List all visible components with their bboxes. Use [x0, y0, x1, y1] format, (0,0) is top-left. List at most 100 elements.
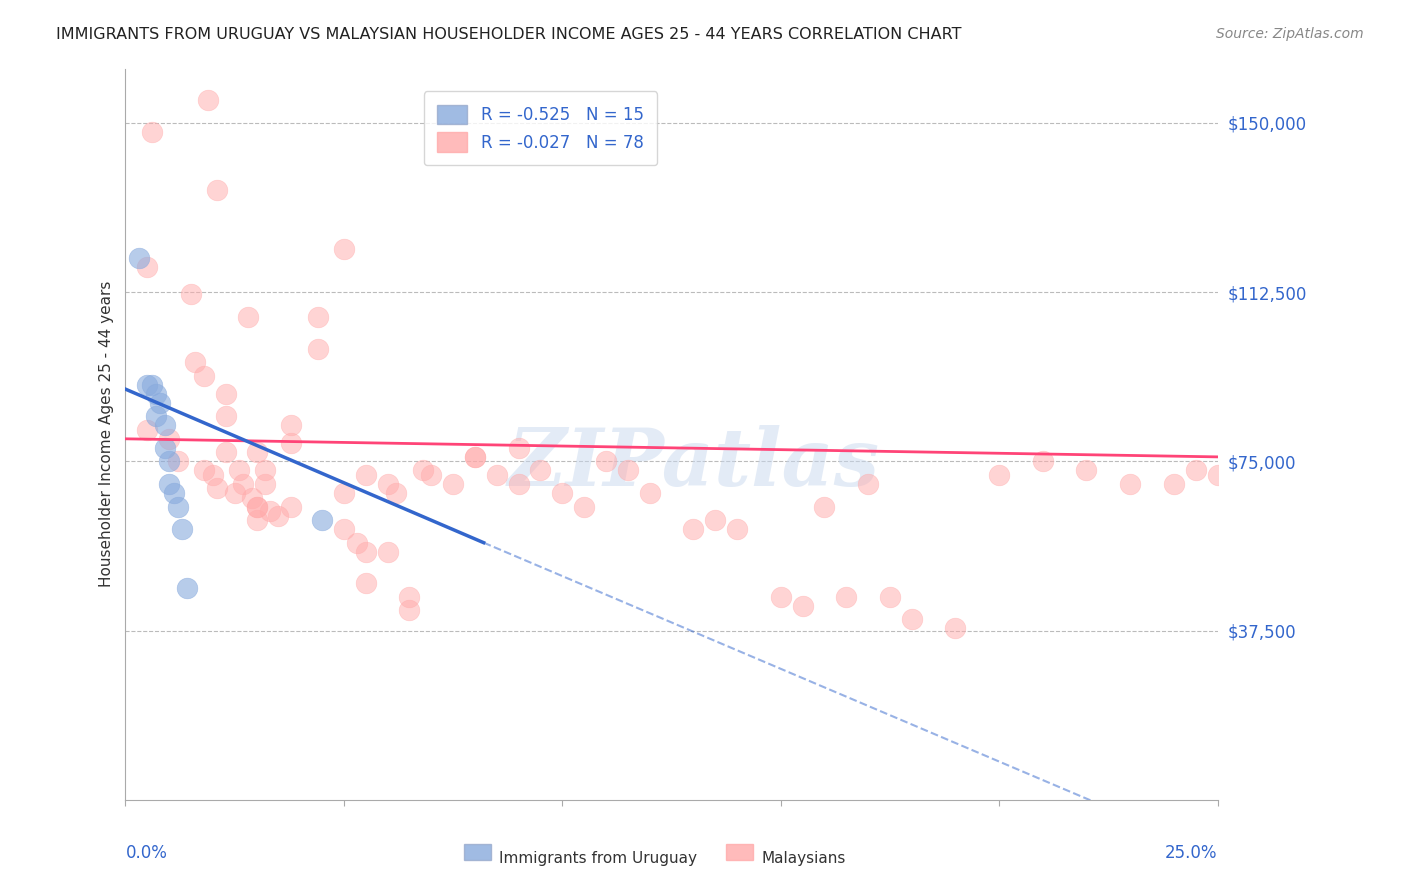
Point: [333, 522, 356, 536]
Point: [1184, 463, 1206, 477]
Point: [193, 463, 215, 477]
Point: [385, 486, 408, 500]
FancyBboxPatch shape: [464, 844, 491, 860]
Point: [1076, 463, 1098, 477]
Point: [346, 535, 368, 549]
Point: [595, 454, 617, 468]
Text: 25.0%: 25.0%: [1166, 844, 1218, 862]
Point: [311, 513, 333, 527]
Point: [167, 454, 190, 468]
Point: [529, 463, 551, 477]
Legend: R = -0.525   N = 15, R = -0.027   N = 78: R = -0.525 N = 15, R = -0.027 N = 78: [425, 92, 657, 165]
Point: [792, 599, 814, 613]
Point: [856, 477, 879, 491]
Point: [1163, 477, 1185, 491]
Point: [215, 445, 238, 459]
Point: [280, 500, 302, 514]
Point: [228, 463, 250, 477]
Text: IMMIGRANTS FROM URUGUAY VS MALAYSIAN HOUSEHOLDER INCOME AGES 25 - 44 YEARS CORRE: IMMIGRANTS FROM URUGUAY VS MALAYSIAN HOU…: [56, 27, 962, 42]
Point: [412, 463, 434, 477]
Point: [1119, 477, 1142, 491]
Point: [420, 467, 443, 482]
Point: [377, 545, 399, 559]
Point: [172, 522, 194, 536]
Point: [835, 590, 858, 604]
Point: [259, 504, 281, 518]
Point: [398, 603, 420, 617]
Point: [307, 342, 329, 356]
Text: Source: ZipAtlas.com: Source: ZipAtlas.com: [1216, 27, 1364, 41]
Point: [485, 467, 508, 482]
Point: [240, 491, 263, 505]
Point: [157, 432, 180, 446]
Point: [988, 467, 1011, 482]
Point: [215, 409, 238, 424]
Point: [254, 463, 277, 477]
Point: [280, 418, 302, 433]
Point: [508, 441, 530, 455]
Point: [638, 486, 661, 500]
Point: [769, 590, 792, 604]
Point: [245, 513, 267, 527]
Point: [464, 450, 486, 464]
Point: [197, 93, 219, 107]
Point: [201, 467, 224, 482]
Point: [136, 423, 159, 437]
Point: [145, 386, 167, 401]
Point: [167, 500, 190, 514]
Point: [280, 436, 302, 450]
Point: [205, 482, 228, 496]
Point: [879, 590, 901, 604]
Text: Malaysians: Malaysians: [761, 851, 845, 866]
Point: [1032, 454, 1054, 468]
Point: [145, 409, 167, 424]
Point: [236, 310, 259, 324]
Point: [162, 486, 184, 500]
Point: [224, 486, 246, 500]
Point: [245, 500, 267, 514]
Point: [232, 477, 254, 491]
Point: [725, 522, 748, 536]
Point: [141, 125, 163, 139]
FancyBboxPatch shape: [725, 844, 754, 860]
Point: [180, 287, 202, 301]
Point: [551, 486, 574, 500]
Point: [176, 581, 198, 595]
Point: [128, 251, 150, 265]
Point: [136, 377, 159, 392]
Point: [508, 477, 530, 491]
Point: [254, 477, 277, 491]
Point: [354, 545, 377, 559]
Point: [354, 576, 377, 591]
Point: [464, 450, 486, 464]
Point: [354, 467, 377, 482]
Point: [1206, 467, 1229, 482]
Y-axis label: Householder Income Ages 25 - 44 years: Householder Income Ages 25 - 44 years: [100, 281, 114, 588]
Point: [333, 486, 356, 500]
Point: [377, 477, 399, 491]
Point: [245, 500, 267, 514]
Point: [333, 242, 356, 256]
Point: [441, 477, 464, 491]
Point: [184, 355, 207, 369]
Point: [136, 260, 159, 275]
Point: [813, 500, 835, 514]
Point: [157, 454, 180, 468]
Point: [141, 377, 163, 392]
Text: ZIPatlas: ZIPatlas: [508, 425, 879, 502]
Point: [572, 500, 595, 514]
Point: [193, 368, 215, 383]
Text: Immigrants from Uruguay: Immigrants from Uruguay: [499, 851, 697, 866]
Point: [945, 622, 967, 636]
Point: [157, 477, 180, 491]
Text: 0.0%: 0.0%: [125, 844, 167, 862]
Point: [153, 441, 176, 455]
Point: [153, 418, 176, 433]
Point: [205, 184, 228, 198]
Point: [215, 386, 238, 401]
Point: [245, 445, 267, 459]
Point: [398, 590, 420, 604]
Point: [682, 522, 704, 536]
Point: [704, 513, 727, 527]
Point: [307, 310, 329, 324]
